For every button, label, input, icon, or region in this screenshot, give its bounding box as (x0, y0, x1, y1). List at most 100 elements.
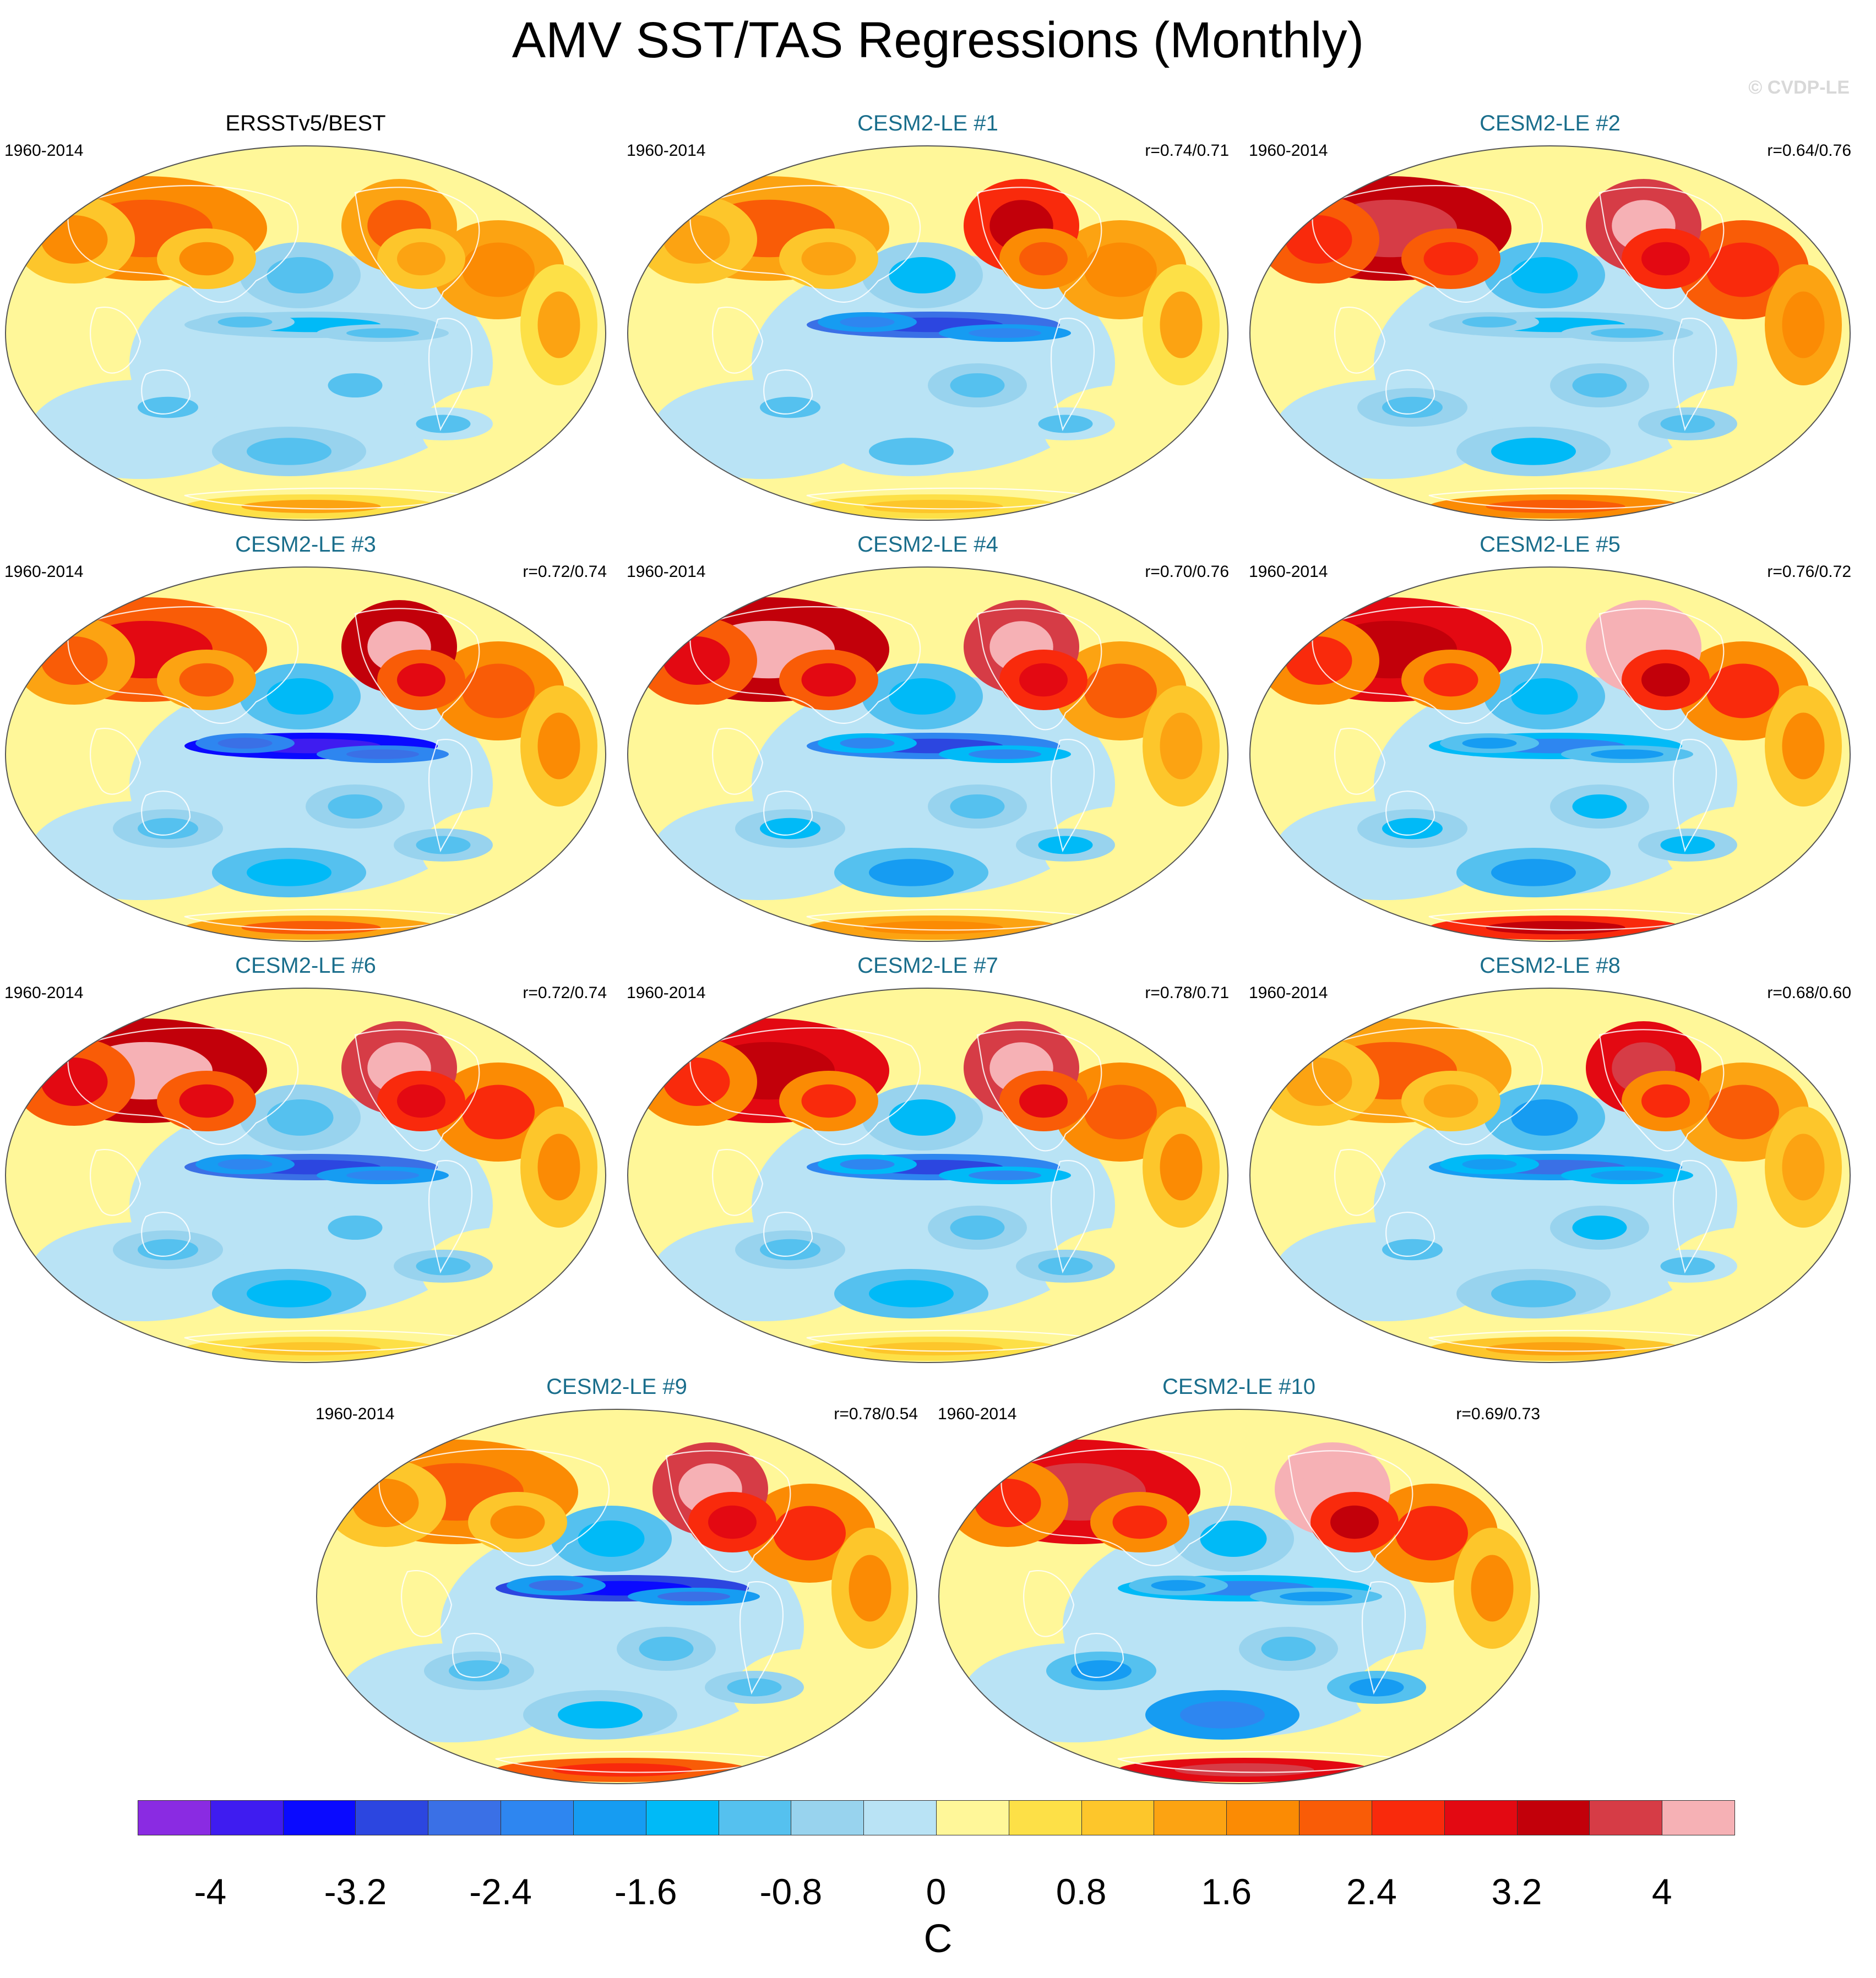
eurasia-anomaly-core (663, 1058, 730, 1106)
enso-anomaly-core (840, 317, 895, 328)
eurasia-anomaly-core (1423, 1084, 1478, 1118)
natl-anomaly-core (1160, 712, 1203, 780)
colorbar-box (1662, 1800, 1735, 1835)
panel-title: ERSSTv5/BEST (225, 111, 386, 135)
map-border (5, 566, 606, 942)
coastline (354, 608, 480, 731)
map-panel: CESM2-LE #2 1960-2014 r=0.64/0.76 (1244, 110, 1856, 528)
enso-anomaly-core (346, 1170, 419, 1180)
panel-years: 1960-2014 (1249, 141, 1328, 160)
map-panel: CESM2-LE #10 1960-2014 r=0.69/0.73 (933, 1374, 1545, 1792)
coastline (1334, 728, 1386, 795)
southern-anomaly-core (869, 1280, 954, 1307)
panel-correlation: r=0.72/0.74 (523, 563, 607, 581)
map-border (5, 145, 606, 521)
map-panel: CESM2-LE #1 1960-2014 r=0.74/0.71 (622, 110, 1233, 528)
coastline (1672, 739, 1717, 853)
npac-anomaly-core (1572, 373, 1627, 397)
coastline (1334, 1149, 1386, 1216)
npac-anomaly-core (328, 373, 383, 397)
enso-anomaly-core (969, 1170, 1041, 1180)
map-image (1249, 566, 1851, 942)
map-panel: CESM2-LE #3 1960-2014 r=0.72/0.74 (0, 531, 611, 950)
colorbar-box (645, 1800, 719, 1835)
natl-anomaly-core (1084, 242, 1157, 297)
antarctica-anomaly-core (1486, 499, 1625, 514)
panel-title: CESM2-LE #6 (235, 953, 376, 978)
coastline (141, 791, 191, 836)
npac-anomaly-core (1261, 1637, 1316, 1661)
colorbar-box (355, 1800, 429, 1835)
natl-anomaly-core (1706, 242, 1779, 297)
natl-anomaly-core (1782, 712, 1825, 780)
map-image (627, 566, 1228, 942)
south-atlantic-region (1043, 385, 1198, 473)
panel-title: CESM2-LE #3 (235, 532, 376, 557)
colorbar-tick-label: -3.2 (324, 1871, 387, 1912)
npac-anomaly-core (1511, 1099, 1578, 1136)
panel-title: CESM2-LE #2 (1480, 111, 1621, 135)
coastline (665, 1450, 791, 1573)
colorbar-box (718, 1800, 792, 1835)
colorbar-tick-label: 0 (926, 1871, 947, 1912)
coastline (689, 606, 921, 724)
coastline (1672, 318, 1717, 432)
coastline (1312, 185, 1543, 303)
southern-anomaly-core (1491, 438, 1576, 465)
npac-anomaly-core (578, 1521, 645, 1557)
natl-anomaly-core (462, 1085, 535, 1140)
panel-correlation: r=0.78/0.54 (834, 1405, 918, 1423)
southern-anomaly-core (869, 438, 954, 465)
enso-anomaly-core (217, 1159, 273, 1170)
coastline (1050, 1160, 1095, 1274)
coastline (689, 1027, 921, 1145)
colorbar-units: C (923, 1917, 953, 1961)
map-border (627, 566, 1228, 942)
natl-anomaly-core (849, 1555, 891, 1622)
map-field (1250, 988, 1850, 1363)
map-border (627, 988, 1228, 1363)
nam-anomaly-core (1641, 242, 1690, 276)
coastline (67, 185, 299, 303)
natl-anomaly-core (773, 1506, 846, 1561)
colorbar-tick-label: -4 (194, 1871, 227, 1912)
southern-anomaly-core (247, 859, 331, 886)
coastline (1050, 318, 1095, 432)
map-image (938, 1409, 1540, 1784)
natl-anomaly-core (1395, 1506, 1468, 1561)
panel-title: CESM2-LE #5 (1480, 532, 1621, 557)
npac-anomaly-core (267, 1099, 334, 1136)
eurasia-anomaly-core (41, 1058, 108, 1106)
eurasia-anomaly-core (179, 663, 234, 697)
enso-anomaly-core (1591, 328, 1663, 338)
colorbar-box (791, 1800, 864, 1835)
enso-anomaly-core (1591, 749, 1663, 759)
eurasia-anomaly-core (1285, 636, 1352, 685)
map-panel: ERSSTv5/BEST 1960-2014 (0, 110, 611, 528)
map-image (5, 566, 606, 942)
nam-anomaly-core (708, 1505, 757, 1539)
coastline (1050, 739, 1095, 853)
enso-anomaly-core (1462, 738, 1517, 749)
panel-years: 1960-2014 (4, 984, 84, 1002)
npac-anomaly-core (267, 257, 334, 293)
eurasia-anomaly-core (41, 215, 108, 264)
coastline (401, 1570, 453, 1637)
npac-anomaly-core (950, 794, 1005, 819)
npac-anomaly-core (1572, 1216, 1627, 1240)
natl-anomaly-core (1160, 1134, 1203, 1201)
antarctica-anomaly-core (241, 920, 381, 935)
coastline (90, 728, 142, 795)
coastline (976, 1029, 1102, 1152)
antarctica-anomaly-core (1486, 1342, 1625, 1356)
colorbar-box (936, 1800, 1009, 1835)
npac-anomaly-core (639, 1637, 694, 1661)
panel-years: 1960-2014 (4, 563, 84, 581)
coastline (354, 187, 480, 309)
map-image (627, 988, 1228, 1363)
enso-anomaly-core (1151, 1580, 1206, 1591)
natl-anomaly-core (1160, 291, 1203, 358)
coastline (67, 606, 299, 724)
panel-title: CESM2-LE #9 (546, 1375, 687, 1399)
map-panel: CESM2-LE #5 1960-2014 r=0.76/0.72 (1244, 531, 1856, 950)
